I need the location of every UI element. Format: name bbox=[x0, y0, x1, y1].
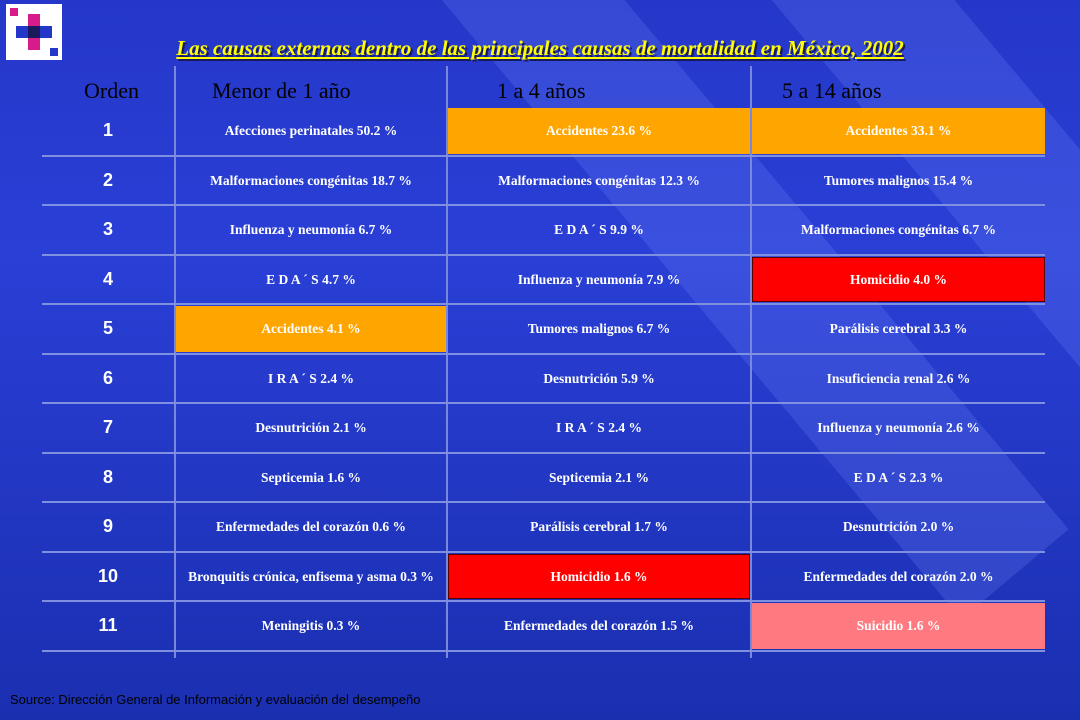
header-orden: Orden bbox=[84, 78, 139, 103]
row-separator bbox=[42, 649, 1045, 652]
cause-cell: Accidentes 33.1 % bbox=[752, 108, 1045, 154]
cause-cell: E D A ´ S 2.3 % bbox=[853, 469, 944, 485]
cause-cell: Suicidio 1.6 % bbox=[752, 603, 1045, 649]
cause-cell: Tumores malignos 15.4 % bbox=[823, 172, 974, 188]
cause-cell: Malformaciones congénitas 18.7 % bbox=[210, 172, 412, 188]
cause-cell: Insuficiencia renal 2.6 % bbox=[826, 370, 971, 386]
cause-cell: Afecciones perinatales 50.2 % bbox=[224, 123, 398, 139]
row-separator bbox=[42, 600, 1045, 602]
row-separator bbox=[42, 352, 1045, 355]
header-1-4: 1 a 4 años bbox=[497, 78, 586, 103]
row-number: 11 bbox=[98, 615, 118, 635]
cause-cell: Meningitis 0.3 % bbox=[261, 618, 361, 634]
cause-cell: Enfermedades del corazón 1.5 % bbox=[503, 618, 695, 634]
page-title: Las causas externas dentro de las princi… bbox=[176, 36, 904, 60]
row-number: 10 bbox=[97, 565, 119, 586]
cause-cell: Tumores malignos 6.7 % bbox=[527, 321, 671, 337]
cause-cell: Parálisis cerebral 1.7 % bbox=[530, 519, 668, 535]
cause-cell: Influenza y neumonía 2.6 % bbox=[817, 420, 980, 436]
row-number: 2 bbox=[102, 169, 113, 190]
row-number: 1 bbox=[102, 120, 113, 140]
cause-cell: Enfermedades del corazón 0.6 % bbox=[215, 519, 407, 535]
row-number: 4 bbox=[102, 268, 113, 289]
cause-cell: Malformaciones congénitas 12.3 % bbox=[498, 172, 700, 188]
cause-cell: Accidentes 23.6 % bbox=[448, 108, 750, 154]
row-separator bbox=[42, 451, 1045, 454]
logo-icon bbox=[6, 4, 62, 60]
cause-cell: Desnutrición 2.0 % bbox=[842, 519, 955, 535]
row-number: 7 bbox=[102, 417, 113, 437]
col-divider bbox=[174, 66, 176, 658]
cause-cell: Influenza y neumonía 7.9 % bbox=[517, 271, 681, 287]
row-separator bbox=[42, 204, 1045, 206]
cause-cell: Desnutrición 5.9 % bbox=[543, 370, 655, 386]
cause-cell: E D A ´ S 9.9 % bbox=[554, 222, 644, 238]
row-number: 6 bbox=[102, 367, 113, 388]
row-number: 5 bbox=[102, 318, 113, 338]
header-5-14: 5 a 14 años bbox=[782, 78, 882, 103]
cause-cell: Septicemia 1.6 % bbox=[260, 469, 362, 485]
cause-cell: Enfermedades del corazón 2.0 % bbox=[803, 568, 994, 584]
cause-cell: Septicemia 2.1 % bbox=[548, 469, 650, 485]
col-divider bbox=[750, 66, 752, 658]
source-note: Source: Dirección General de Información… bbox=[10, 692, 421, 707]
cause-cell: Malformaciones congénitas 6.7 % bbox=[801, 222, 996, 238]
row-number: 3 bbox=[102, 219, 113, 239]
cause-cell: Parálisis cerebral 3.3 % bbox=[829, 321, 968, 337]
col-divider bbox=[446, 66, 448, 658]
cause-cell: Bronquitis crónica, enfisema y asma 0.3 … bbox=[188, 568, 434, 584]
row-separator bbox=[42, 501, 1045, 503]
row-separator bbox=[42, 550, 1045, 553]
cause-cell: Homicidio 1.6 % bbox=[448, 553, 750, 599]
cause-cell: I R A ´ S 2.4 % bbox=[556, 420, 642, 436]
row-separator bbox=[42, 154, 1045, 157]
header-menor-1: Menor de 1 año bbox=[212, 78, 351, 103]
cause-cell: I R A ´ S 2.4 % bbox=[268, 370, 354, 386]
row-separator bbox=[42, 402, 1045, 404]
cause-cell: Homicidio 4.0 % bbox=[752, 256, 1045, 302]
cause-cell: E D A ´ S 4.7 % bbox=[266, 271, 356, 287]
cause-cell: Desnutrición 2.1 % bbox=[255, 420, 367, 436]
row-number: 8 bbox=[102, 466, 113, 487]
cause-cell: Accidentes 4.1 % bbox=[176, 306, 446, 352]
row-separator bbox=[42, 253, 1045, 256]
row-separator bbox=[42, 303, 1045, 305]
row-number: 9 bbox=[102, 516, 113, 536]
cause-cell: Influenza y neumonía 6.7 % bbox=[229, 222, 393, 238]
